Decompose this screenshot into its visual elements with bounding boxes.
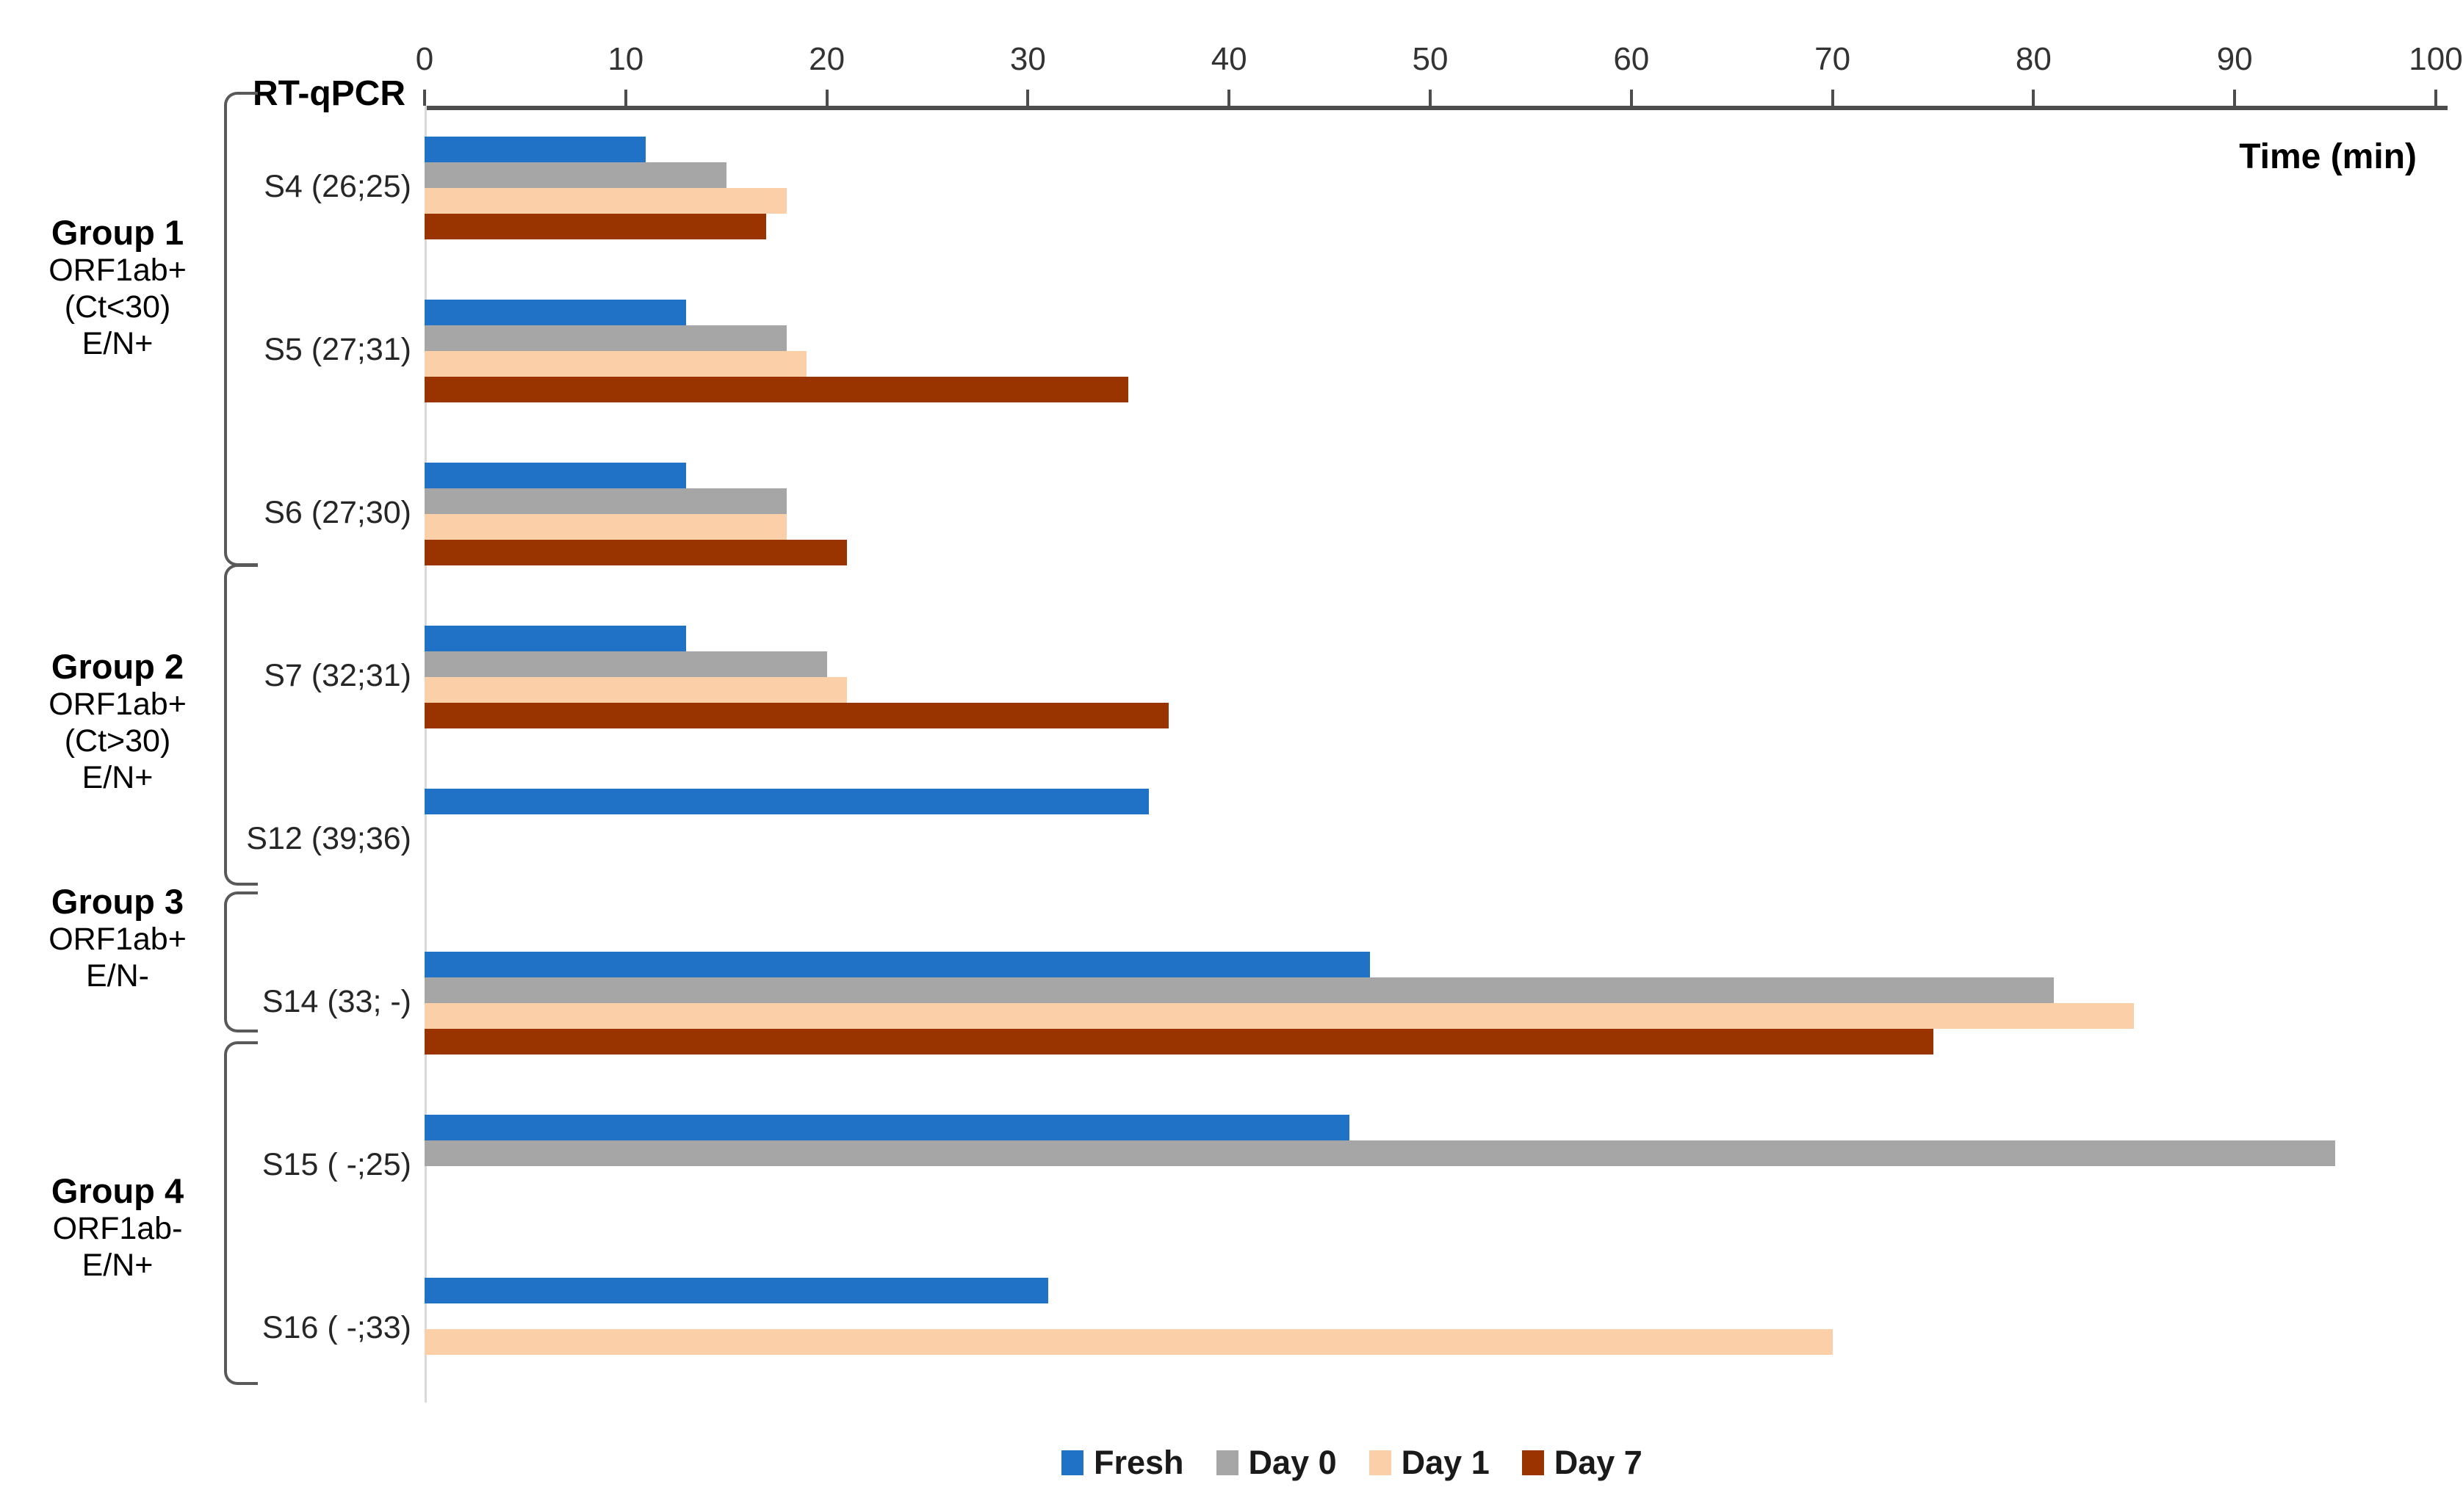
legend-label-Fresh: Fresh [1094,1444,1184,1481]
group-bracket-2 [224,564,258,886]
group-bracket-1 [224,92,258,566]
group-subtitle-3-2: E/N- [86,958,149,994]
bar-S14-Day0 [425,977,2054,1003]
group-title-1: Group 1 [51,213,184,252]
x-axis-line [425,106,2448,110]
x-tick-label-30: 30 [1009,41,1046,77]
bar-S14-Day7 [425,1029,1933,1055]
bar-S12-Fresh [425,789,1149,814]
bar-S16-Fresh [425,1278,1048,1303]
legend-item-Day7: Day 7 [1521,1444,1642,1482]
bar-S15-Day0 [425,1140,2336,1166]
group-label-3: Group 3 ORF1ab+ E/N- [7,883,228,994]
group-subtitle-1-2: (Ct<30) [64,289,171,325]
category-label-1: S4 (26;25) [264,169,411,204]
group-label-1: Group 1 ORF1ab+ (Ct<30) E/N+ [7,214,228,362]
x-tick-label-40: 40 [1211,41,1247,77]
group-subtitle-4-1: ORF1ab- [52,1211,183,1246]
category-label-4: S7 (32;31) [264,658,411,693]
legend-item-Day0: Day 0 [1216,1444,1337,1482]
group-subtitle-2-1: ORF1ab+ [48,687,187,722]
x-tick-20 [825,90,829,106]
group-subtitle-1-1: ORF1ab+ [48,253,187,288]
category-label-2: S5 (27;31) [264,332,411,367]
x-tick-label-20: 20 [809,41,845,77]
bar-S4-Day7 [425,214,767,239]
x-tick-label-50: 50 [1412,41,1449,77]
x-tick-50 [1429,90,1432,106]
bar-S7-Day0 [425,651,827,677]
legend-swatch-Day1 [1368,1450,1391,1475]
bar-S6-Day7 [425,540,847,565]
x-tick-label-0: 0 [415,41,434,77]
bar-S5-Fresh [425,300,686,325]
group-title-2: Group 2 [51,647,184,686]
category-label-6: S14 (33; -) [262,984,411,1019]
bar-S16-Day1 [425,1329,1833,1355]
legend-swatch-Fresh [1061,1450,1083,1475]
x-tick-40 [1227,90,1231,106]
bar-S5-Day0 [425,325,787,351]
category-label-8: S16 ( -;33) [262,1310,411,1345]
group-bracket-3 [224,891,258,1032]
x-tick-label-80: 80 [2015,41,2052,77]
chart-corner-label: RT-qPCR [253,74,405,113]
legend-item-Fresh: Fresh [1061,1444,1184,1482]
bar-S7-Day7 [425,703,1169,728]
x-axis-title: Time (min) [2239,137,2417,176]
category-axis-line [425,106,427,1403]
group-label-4: Group 4 ORF1ab- E/N+ [7,1172,228,1284]
bar-S4-Day1 [425,188,787,214]
category-label-5: S12 (39;36) [246,821,411,856]
bar-S7-Day1 [425,677,847,703]
x-tick-60 [1629,90,1633,106]
group-title-4: Group 4 [51,1171,184,1210]
legend-swatch-Day7 [1521,1450,1544,1475]
x-tick-0 [423,90,426,106]
bar-S5-Day7 [425,377,1129,402]
x-tick-100 [2434,90,2437,106]
x-tick-label-100: 100 [2409,41,2463,77]
bar-S15-Fresh [425,1115,1350,1140]
legend-swatch-Day0 [1216,1450,1238,1475]
x-tick-label-10: 10 [607,41,644,77]
bar-S4-Fresh [425,137,646,162]
category-label-7: S15 ( -;25) [262,1147,411,1182]
group-subtitle-4-2: E/N+ [82,1248,154,1283]
x-tick-label-60: 60 [1613,41,1650,77]
bar-S6-Day0 [425,488,787,514]
x-tick-70 [1831,90,1834,106]
legend-label-Day7: Day 7 [1554,1444,1642,1481]
bar-S14-Fresh [425,952,1370,977]
x-tick-30 [1026,90,1030,106]
legend: Fresh Day 0 Day 1 Day 7 [1061,1444,1642,1482]
group-subtitle-2-3: E/N+ [82,760,154,795]
group-title-3: Group 3 [51,882,184,921]
bar-S4-Day0 [425,162,726,188]
x-tick-80 [2032,90,2035,106]
group-label-2: Group 2 ORF1ab+ (Ct>30) E/N+ [7,648,228,796]
group-bracket-4 [224,1041,258,1385]
category-label-3: S6 (27;30) [264,495,411,530]
bar-S6-Fresh [425,463,686,488]
group-subtitle-3-1: ORF1ab+ [48,922,187,957]
legend-item-Day1: Day 1 [1368,1444,1490,1482]
legend-label-Day0: Day 0 [1248,1444,1337,1481]
bar-S6-Day1 [425,514,787,540]
legend-label-Day1: Day 1 [1401,1444,1490,1481]
x-tick-10 [624,90,627,106]
bar-S14-Day1 [425,1003,2135,1029]
x-tick-90 [2233,90,2237,106]
group-subtitle-2-2: (Ct>30) [64,723,171,759]
x-tick-label-70: 70 [1814,41,1851,77]
x-tick-label-90: 90 [2216,41,2253,77]
bar-S7-Fresh [425,626,686,651]
group-subtitle-1-3: E/N+ [82,326,154,361]
bar-S5-Day1 [425,351,807,377]
